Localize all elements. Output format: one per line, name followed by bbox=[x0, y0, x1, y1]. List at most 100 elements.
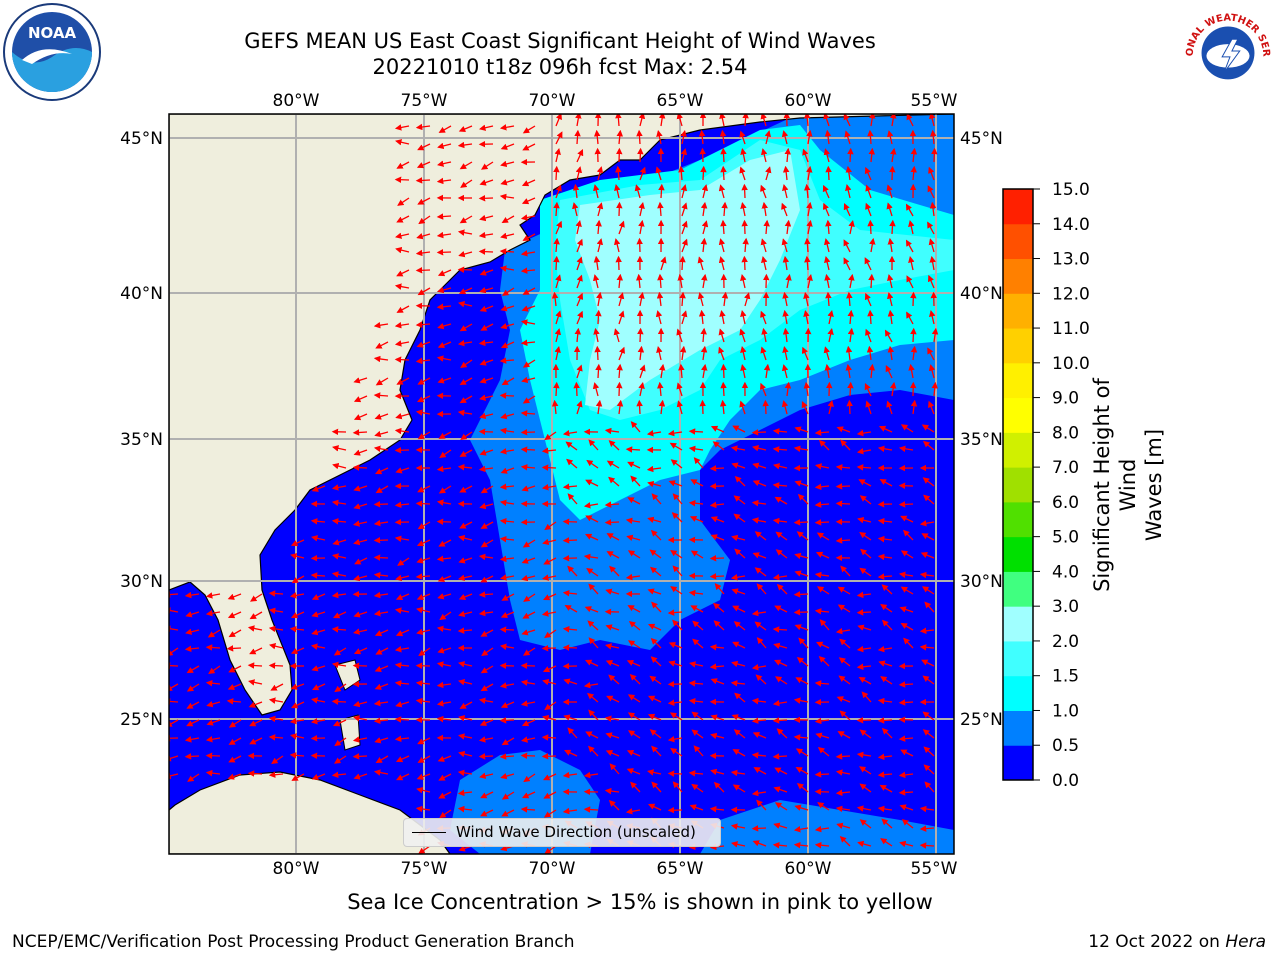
wave-direction-arrow bbox=[521, 629, 536, 636]
wave-direction-arrow bbox=[331, 591, 347, 599]
wave-direction-arrow bbox=[815, 463, 830, 470]
wave-direction-arrow bbox=[752, 732, 767, 739]
wave-direction-arrow bbox=[290, 539, 305, 547]
wave-direction-arrow bbox=[585, 479, 599, 487]
wave-direction-arrow bbox=[648, 623, 662, 631]
wave-direction-arrow bbox=[437, 322, 452, 330]
wave-direction-arrow bbox=[613, 238, 621, 253]
wave-direction-arrow bbox=[542, 678, 557, 686]
chart-title: GEFS MEAN US East Coast Significant Heig… bbox=[244, 29, 876, 53]
wave-direction-arrow bbox=[840, 439, 851, 451]
wave-direction-arrow bbox=[924, 601, 935, 613]
wave-direction-arrow bbox=[553, 381, 560, 397]
wave-direction-arrow bbox=[824, 129, 832, 145]
lon-label-top: 80°W bbox=[273, 91, 320, 111]
colorbar-frame bbox=[1002, 188, 1034, 781]
wave-direction-arrow bbox=[459, 323, 473, 332]
wave-direction-arrow bbox=[436, 625, 452, 633]
wave-direction-arrow bbox=[331, 571, 347, 578]
wave-direction-arrow bbox=[587, 745, 599, 757]
wave-direction-arrow bbox=[520, 319, 536, 326]
wave-direction-arrow bbox=[416, 593, 431, 600]
wave-direction-arrow bbox=[681, 220, 688, 235]
colorbar-segment bbox=[1003, 710, 1033, 746]
wave-direction-arrow bbox=[868, 273, 875, 289]
wave-direction-arrow bbox=[908, 256, 915, 271]
wave-direction-arrow bbox=[796, 531, 809, 541]
gridlines bbox=[169, 114, 954, 854]
wave-direction-arrow bbox=[555, 114, 562, 127]
wave-direction-arrow bbox=[928, 364, 936, 379]
wave-direction-arrow bbox=[927, 185, 935, 199]
wave-direction-arrow bbox=[733, 513, 746, 523]
colorbar-segment bbox=[1003, 640, 1033, 677]
wave-direction-arrow bbox=[618, 310, 625, 325]
wave-direction-arrow bbox=[794, 570, 809, 577]
wave-direction-arrow bbox=[898, 771, 914, 779]
colorbar-tick-label: 7.0 bbox=[1052, 458, 1079, 478]
wave-direction-arrow bbox=[765, 166, 772, 181]
wave-direction-arrow bbox=[869, 237, 876, 253]
wave-direction-arrow bbox=[628, 640, 641, 649]
wave-direction-arrow bbox=[825, 219, 832, 235]
wave-direction-arrow bbox=[521, 179, 536, 187]
wave-direction-arrow bbox=[676, 400, 684, 415]
wave-direction-arrow bbox=[373, 610, 389, 617]
wave-direction-arrow bbox=[700, 345, 708, 361]
wave-direction-arrow bbox=[843, 239, 851, 253]
wave-direction-arrow bbox=[616, 399, 624, 415]
wave-direction-arrow bbox=[689, 804, 704, 811]
wave-direction-arrow bbox=[877, 771, 893, 778]
wave-direction-arrow bbox=[731, 462, 746, 469]
wave-direction-arrow bbox=[698, 309, 706, 325]
wave-direction-arrow bbox=[773, 463, 788, 470]
wave-direction-arrow bbox=[616, 363, 623, 379]
wave-direction-arrow bbox=[605, 624, 620, 631]
wave-direction-arrow bbox=[761, 256, 768, 271]
wave-direction-arrow bbox=[616, 129, 624, 145]
wave-direction-arrow bbox=[719, 129, 727, 145]
wave-direction-arrow bbox=[625, 517, 641, 525]
wave-direction-arrow bbox=[567, 727, 578, 739]
wave-direction-arrow bbox=[438, 773, 452, 781]
wave-direction-arrow bbox=[353, 485, 368, 492]
wave-direction-arrow bbox=[846, 291, 853, 307]
wave-direction-arrow bbox=[499, 357, 515, 364]
wave-direction-arrow bbox=[415, 500, 431, 507]
wave-direction-arrow bbox=[615, 165, 622, 181]
wave-direction-arrow bbox=[249, 647, 263, 655]
wave-direction-arrow bbox=[291, 773, 305, 781]
colorbar-tick-label: 12.0 bbox=[1052, 284, 1090, 304]
wave-direction-arrow bbox=[697, 256, 704, 271]
wave-direction-arrow bbox=[439, 809, 452, 819]
wave-direction-arrow bbox=[523, 647, 536, 656]
wave-direction-arrow bbox=[457, 266, 473, 273]
wave-direction-arrow bbox=[310, 643, 326, 650]
colorbar-label: Significant Height of Wind Waves [m] bbox=[1089, 375, 1167, 595]
wave-direction-arrow bbox=[396, 215, 410, 223]
colorbar-tick-label: 1.0 bbox=[1052, 701, 1079, 721]
wave-direction-arrow bbox=[520, 339, 536, 347]
wave-direction-arrow bbox=[885, 365, 893, 379]
wave-direction-arrow bbox=[417, 431, 431, 440]
wave-direction-arrow bbox=[817, 586, 830, 595]
wave-direction-arrow bbox=[742, 237, 749, 253]
wave-direction-arrow bbox=[290, 647, 305, 655]
wave-direction-arrow bbox=[618, 346, 625, 361]
lat-label-right: 40°N bbox=[960, 284, 1003, 304]
wave-direction-arrow bbox=[804, 237, 811, 253]
wave-direction-arrow bbox=[555, 274, 562, 289]
wave-direction-arrow bbox=[751, 825, 767, 832]
wave-direction-arrow bbox=[741, 183, 748, 199]
colorbar-segment bbox=[1003, 606, 1033, 642]
wave-direction-arrow bbox=[688, 697, 704, 705]
wave-direction-arrow bbox=[478, 753, 494, 760]
wave-direction-arrow bbox=[678, 165, 685, 181]
wave-direction-arrow bbox=[879, 784, 893, 793]
wave-direction-arrow bbox=[697, 292, 705, 307]
wave-direction-arrow bbox=[676, 328, 683, 343]
wave-direction-arrow bbox=[774, 767, 788, 775]
wave-direction-arrow bbox=[480, 809, 494, 817]
wave-direction-arrow bbox=[732, 749, 746, 757]
wave-direction-arrow bbox=[614, 184, 621, 199]
